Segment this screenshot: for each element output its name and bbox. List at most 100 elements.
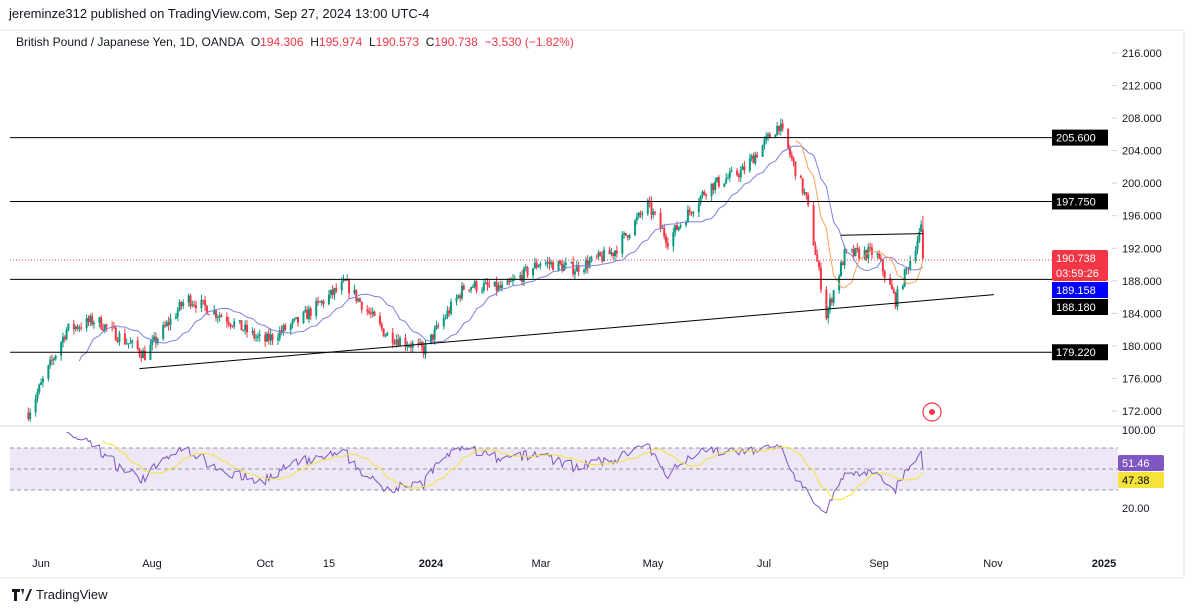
candle-body (674, 225, 677, 233)
candle-body (118, 333, 121, 342)
candle-body (739, 169, 742, 178)
candle-body (583, 270, 586, 273)
candle-body (34, 399, 37, 413)
candle-body (102, 329, 105, 331)
candle-body (748, 158, 751, 171)
level-label: 188.180 (1056, 302, 1096, 314)
candle-body (537, 265, 540, 268)
candle-body (291, 320, 294, 325)
candle-body (876, 253, 879, 255)
candle-body (690, 212, 693, 214)
high-label: H (310, 35, 319, 49)
candle-body (807, 194, 810, 206)
candle-body (366, 309, 369, 312)
candle-body (327, 294, 330, 305)
candle-body (207, 314, 210, 316)
event-marker-icon (922, 402, 942, 422)
rsi-tick-label: 100.00 (1122, 425, 1156, 437)
candle-body (608, 249, 611, 255)
candle-body (573, 271, 576, 275)
candle-body (892, 289, 895, 293)
candle-body (317, 300, 320, 302)
candle-body (705, 194, 708, 197)
candle-body (174, 316, 177, 319)
candle-body (430, 334, 432, 344)
candle-body (238, 320, 241, 322)
candle-body (510, 281, 513, 283)
candle-body (639, 212, 642, 215)
published-note: jereminze312 published on TradingView.co… (9, 6, 430, 21)
candle-body (843, 249, 846, 266)
candle-body (278, 330, 281, 339)
low-label: L (368, 35, 376, 49)
candle-body (450, 301, 453, 314)
close-value: 190.738 (434, 35, 478, 49)
candle-body (779, 123, 782, 132)
candle-body (812, 205, 815, 246)
candle-body (805, 192, 808, 195)
candle-body (253, 330, 256, 338)
candle-body (470, 287, 473, 290)
candle-body (482, 283, 485, 291)
candle-body (204, 300, 207, 306)
footer-brand[interactable]: TradingView (12, 587, 108, 602)
candle-body (80, 327, 83, 329)
candle-body (790, 154, 793, 159)
candle-body (460, 285, 463, 299)
candle-body (654, 211, 657, 213)
candle-body (890, 284, 893, 290)
candle-body (768, 134, 771, 138)
candle-body (169, 318, 172, 326)
level-label-bg (1052, 344, 1108, 361)
time-tick-label: 2025 (1092, 558, 1116, 570)
candle-body (282, 325, 285, 332)
candle-body (295, 317, 298, 319)
candle-body (577, 265, 580, 273)
time-tick-label: Mar (532, 558, 551, 570)
candle-body (36, 392, 39, 400)
candle-body (442, 318, 445, 327)
candle-body (378, 315, 381, 324)
candle-body (539, 263, 542, 266)
candle-body (404, 338, 407, 347)
candle-body (384, 335, 387, 337)
candle-body (344, 279, 347, 281)
candle-body (829, 298, 832, 309)
price-tick-label: 176.000 (1122, 373, 1162, 385)
rsi-ma-value-label: 47.38 (1122, 475, 1150, 487)
candle-body (863, 250, 866, 259)
candle-body (781, 123, 784, 129)
time-tick-label: Aug (142, 558, 162, 570)
candle-body (320, 300, 323, 303)
candle-body (89, 315, 92, 323)
candle-body (896, 288, 899, 307)
candle-body (914, 250, 917, 262)
price-tick-label: 192.000 (1122, 243, 1162, 255)
candle-body (335, 288, 338, 291)
candle-body (519, 275, 522, 279)
candle-body (499, 285, 502, 289)
candle-body (550, 262, 553, 265)
candle-body (40, 382, 43, 385)
time-tick-label: Jul (757, 558, 771, 570)
candle-body (737, 175, 740, 178)
candle-body (679, 224, 682, 227)
candle-body (218, 315, 221, 318)
candle-body (409, 346, 412, 348)
candle-body (561, 263, 564, 271)
candle-body (382, 328, 385, 337)
candle-body (661, 228, 664, 230)
trendline (139, 294, 995, 370)
candle-body (373, 311, 376, 316)
candle-body (65, 329, 68, 340)
candle-body (730, 170, 733, 172)
price-tick-label: 180.000 (1122, 341, 1162, 353)
candle-body (635, 217, 638, 221)
candle-body (322, 300, 325, 305)
candle-body (663, 228, 666, 237)
candle-body (280, 330, 283, 332)
candle-body (816, 254, 819, 262)
candle-body (61, 336, 64, 343)
candle-body (754, 154, 757, 164)
